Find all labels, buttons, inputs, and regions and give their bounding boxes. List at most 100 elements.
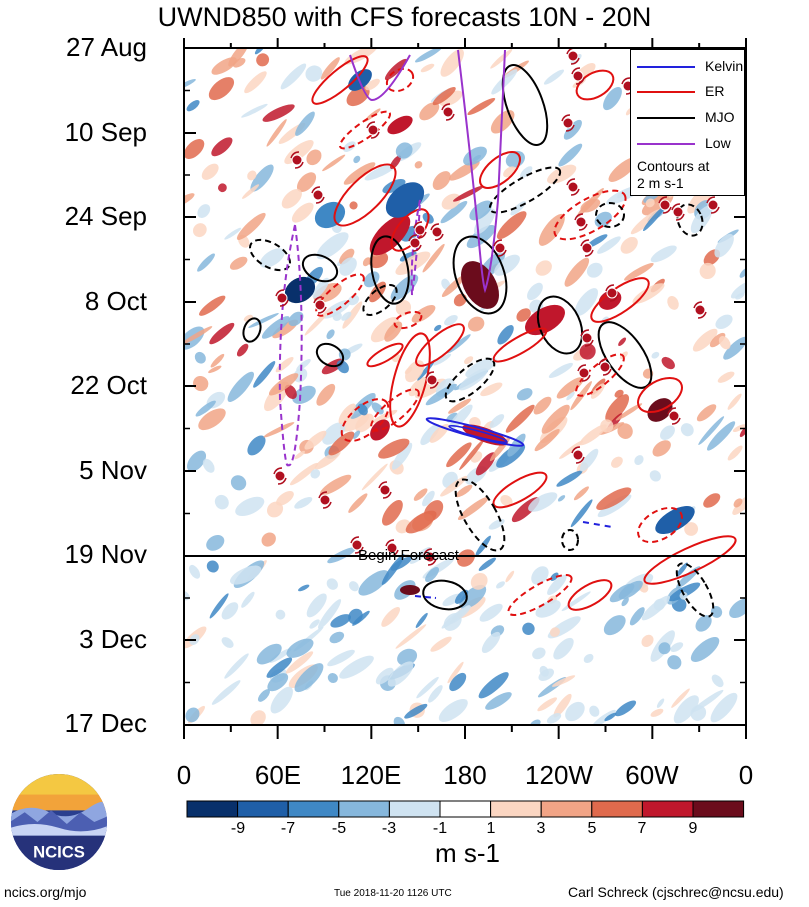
field-blob [235,496,265,517]
field-blob [211,137,233,157]
field-blob [488,518,505,530]
field-blob [229,565,262,585]
field-blob [395,142,413,159]
wave-contour [575,69,615,101]
field-blob [615,403,643,421]
chart-title: UWND850 with CFS forecasts 10N - 20N [157,2,652,32]
field-blob [650,245,677,263]
field-blob [284,384,297,400]
begin-forecast-label: Begin Forecast [358,547,459,564]
field-blob [478,557,496,571]
field-blob [428,685,443,703]
field-blob [505,404,535,433]
field-blob [296,172,317,193]
footer-author: Carl Schreck (cjschrec@ncsu.edu) [568,884,784,900]
field-blob [382,500,403,526]
field-blob [197,253,215,272]
storm-marker-arm [667,407,681,425]
colorbar-swatch [692,800,745,818]
field-blob [420,424,440,446]
field-blob [573,486,589,501]
field-blob [413,488,428,501]
colorbar-label: -5 [331,820,347,837]
xtick-label: 0 [176,760,192,790]
field-blob [384,321,403,342]
field-blob [349,581,359,592]
field-blob [432,87,456,106]
storm-marker [409,237,421,249]
field-feature [655,506,695,534]
field-blob [467,97,496,116]
storm-marker-arm [313,296,327,314]
field-blob [520,166,533,179]
field-blob [358,570,389,596]
field-blob [718,336,731,350]
field-blob [535,600,561,618]
field-blob [535,260,552,276]
field-blob [629,607,645,626]
low-contour [349,54,411,102]
storm-marker-arm [273,467,287,485]
field-blob [641,595,671,621]
field-blob [615,700,637,717]
field-blob [247,435,266,456]
xtick-label: 60W [625,760,679,790]
kelvin-contour [582,521,613,528]
storm-marker [707,199,719,211]
storm-marker [379,484,391,496]
colorbar-label: 5 [587,820,597,837]
field-blob [294,450,305,460]
ytick-label: 3 Dec [79,624,147,654]
storm-marker [351,539,363,551]
field-blob [534,429,560,452]
wave-contour [333,163,397,227]
colorbar-label: 1 [486,820,496,837]
wave-contour [315,273,365,317]
field-blob [439,90,463,107]
storm-marker [431,226,443,238]
field-blob [411,305,436,323]
field-blob [441,275,466,298]
field-blob [201,163,219,180]
storm-marker [581,332,593,344]
field-blob [478,672,509,699]
storm-marker-arm [430,223,444,241]
storm-marker-arm [605,284,619,302]
field-blob [667,655,682,670]
field-blob [600,419,614,433]
field-feature [369,214,411,256]
storm-marker [276,292,288,304]
storm-marker [386,542,398,554]
colorbar-label: -7 [280,820,296,837]
field-blob [208,77,235,101]
storm-marker [426,374,438,386]
legend-entry: Low [637,135,742,151]
wave-contour [362,284,398,316]
wave-contour [242,317,262,343]
field-blob [586,234,608,248]
field-blob [717,371,735,383]
field-blob [679,591,688,600]
storm-marker-arm [671,203,685,221]
field-blob [404,703,428,719]
field-blob [661,356,675,370]
field-blob [596,487,632,511]
field-blob [419,102,440,121]
field-blob [556,376,584,399]
field-blob [189,564,201,579]
field-blob [420,63,435,73]
kelvin-contour [448,424,508,444]
field-blob [533,396,552,415]
wave-contour [492,471,548,509]
field-blob [497,325,514,345]
field-blob [727,393,742,410]
field-blob [230,475,247,491]
storm-marker-arm [275,289,289,307]
field-blob [667,295,679,310]
field-blob [224,227,242,240]
field-blob [556,470,583,487]
legend-entry: MJO [637,109,742,125]
storm-marker [291,154,303,166]
storm-marker [319,494,331,506]
field-blob [187,450,207,472]
